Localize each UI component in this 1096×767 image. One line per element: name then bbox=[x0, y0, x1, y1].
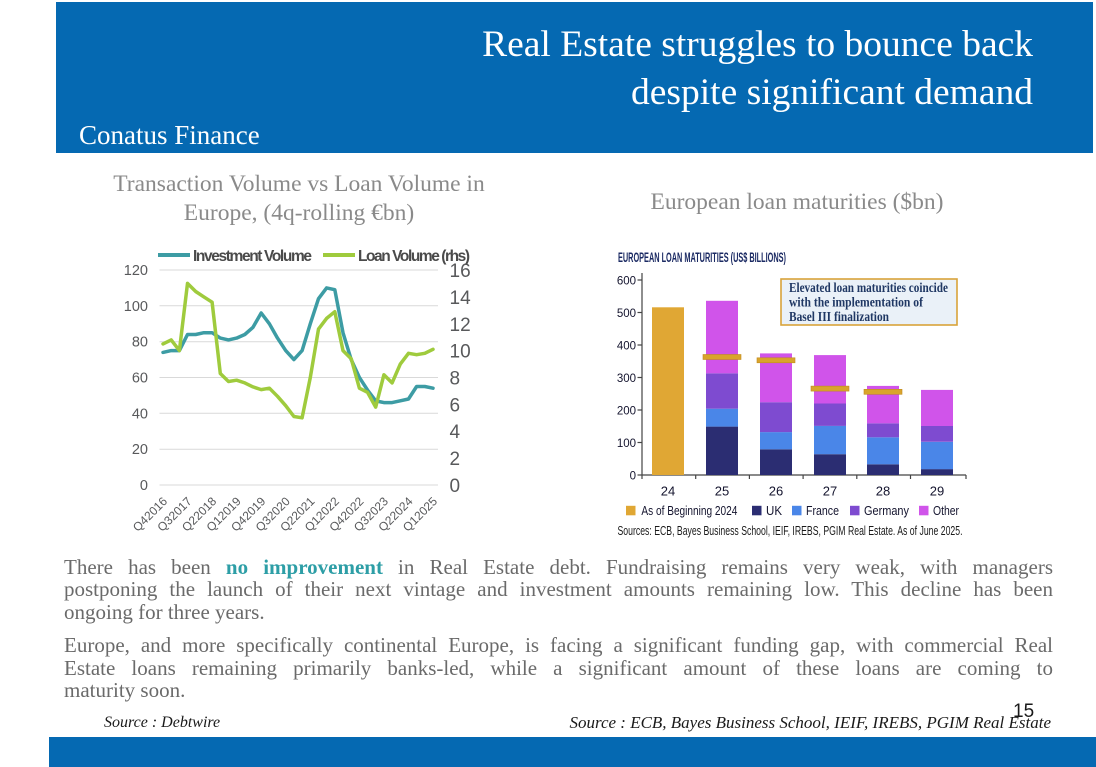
svg-text:10: 10 bbox=[450, 342, 471, 363]
svg-text:28: 28 bbox=[876, 484, 890, 499]
svg-text:Germany: Germany bbox=[864, 503, 909, 518]
svg-text:12: 12 bbox=[450, 315, 471, 336]
svg-text:Basel III finalization: Basel III finalization bbox=[789, 309, 889, 324]
svg-text:0: 0 bbox=[140, 478, 148, 494]
svg-text:300: 300 bbox=[617, 373, 636, 385]
svg-text:200: 200 bbox=[617, 406, 636, 418]
svg-text:UK: UK bbox=[766, 503, 782, 518]
svg-text:4: 4 bbox=[450, 422, 461, 443]
svg-text:27: 27 bbox=[823, 484, 837, 499]
svg-text:100: 100 bbox=[124, 299, 148, 315]
svg-text:with the implementation of: with the implementation of bbox=[789, 295, 923, 310]
svg-text:Elevated loan maturities coinc: Elevated loan maturities coincide bbox=[789, 280, 948, 295]
svg-text:0: 0 bbox=[630, 471, 636, 483]
svg-text:6: 6 bbox=[450, 395, 461, 416]
svg-text:26: 26 bbox=[769, 484, 783, 499]
svg-text:Sources: ECB, Bayes Business S: Sources: ECB, Bayes Business School, IEI… bbox=[618, 524, 963, 538]
svg-text:120: 120 bbox=[124, 263, 148, 279]
svg-text:0: 0 bbox=[450, 476, 461, 497]
svg-text:20: 20 bbox=[132, 442, 148, 458]
svg-text:500: 500 bbox=[617, 308, 636, 320]
svg-text:29: 29 bbox=[930, 484, 944, 499]
svg-text:24: 24 bbox=[661, 484, 675, 499]
svg-text:EUROPEAN LOAN MATURITIES (US$: EUROPEAN LOAN MATURITIES (US$ BILLIONS) bbox=[618, 250, 786, 265]
svg-text:600: 600 bbox=[617, 276, 636, 288]
svg-text:400: 400 bbox=[617, 341, 636, 353]
svg-text:Other: Other bbox=[933, 503, 960, 518]
svg-text:Investment Volume: Investment Volume bbox=[193, 248, 312, 265]
svg-text:100: 100 bbox=[617, 438, 636, 450]
svg-text:16: 16 bbox=[450, 261, 471, 282]
svg-text:14: 14 bbox=[450, 288, 472, 309]
svg-text:As of Beginning 2024: As of Beginning 2024 bbox=[641, 503, 737, 518]
svg-text:40: 40 bbox=[132, 406, 148, 422]
svg-text:2: 2 bbox=[450, 449, 461, 470]
svg-text:France: France bbox=[806, 503, 839, 518]
svg-text:80: 80 bbox=[132, 335, 148, 351]
svg-text:60: 60 bbox=[132, 371, 148, 387]
svg-text:8: 8 bbox=[450, 369, 461, 390]
svg-text:25: 25 bbox=[715, 484, 729, 499]
svg-text:Loan Volume (rhs): Loan Volume (rhs) bbox=[358, 248, 470, 265]
